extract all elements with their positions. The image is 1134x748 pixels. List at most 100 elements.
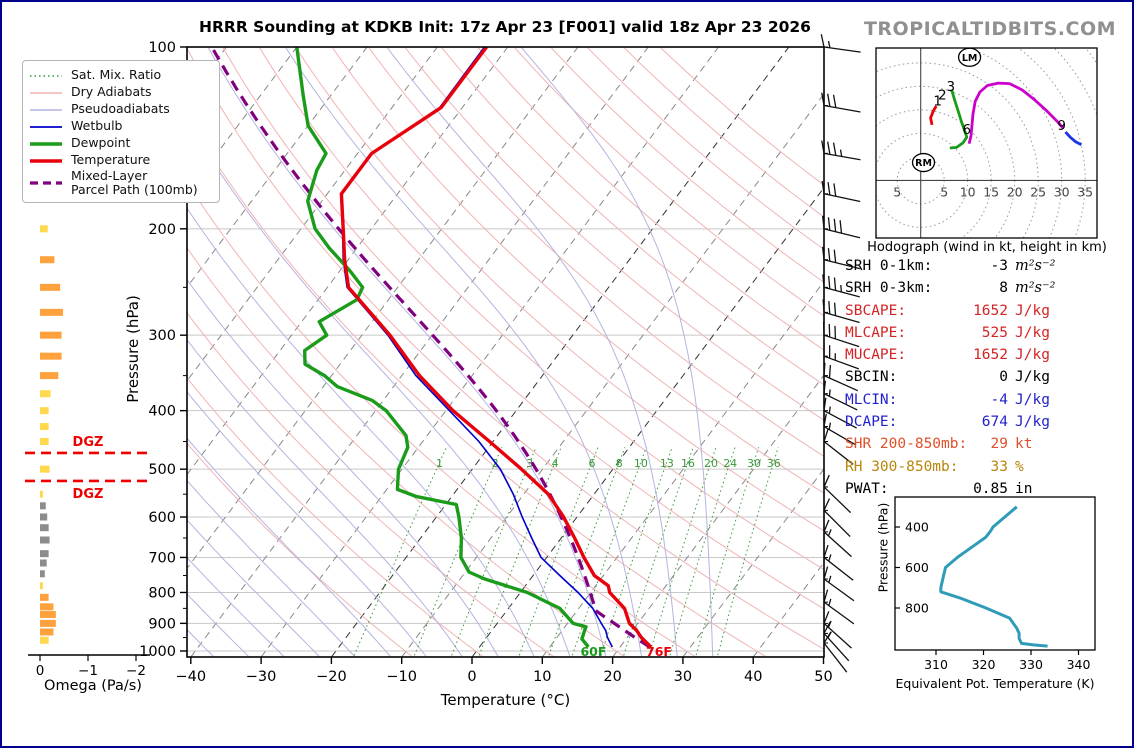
svg-text:500: 500 <box>148 462 176 478</box>
stat-unit: J/kg <box>1015 414 1050 431</box>
omega-bar <box>40 372 59 380</box>
stat-value: -4 <box>990 391 1008 408</box>
stat-row-rh-300-850mb-: RH 300-850mb: 33% <box>845 459 1130 481</box>
svg-text:400: 400 <box>905 520 929 535</box>
svg-text:DGZ: DGZ <box>73 487 104 502</box>
legend-sample-dewpoint <box>30 141 62 146</box>
svg-text:−20: −20 <box>316 669 347 685</box>
omega-bar <box>40 465 50 473</box>
omega-bar <box>40 570 45 578</box>
wind-barbs <box>820 34 861 673</box>
thetae-line <box>939 505 1048 648</box>
legend-item-temperature: Temperature <box>29 152 213 169</box>
omega-bar <box>40 593 49 601</box>
legend-label: Dry Adiabats <box>71 84 152 100</box>
surface-labels: 60F 76F <box>580 644 672 659</box>
stat-label: MLCAPE: <box>845 324 907 341</box>
stat-label: MUCAPE: <box>845 347 907 364</box>
svg-text:−1: −1 <box>78 663 98 679</box>
stat-row-srh-0-3km-: SRH 0-3km: 8 m²s⁻² <box>845 280 1130 302</box>
omega-bar <box>40 502 46 510</box>
svg-text:25: 25 <box>1030 184 1046 199</box>
svg-text:20: 20 <box>704 457 718 470</box>
hodo-trace-1-3km <box>949 89 969 150</box>
parcel-path-line <box>210 47 651 649</box>
svg-text:3: 3 <box>946 79 955 95</box>
svg-text:50: 50 <box>814 669 832 685</box>
svg-text:10: 10 <box>634 457 648 470</box>
temperature-axis-label: Temperature (°C) <box>440 691 571 709</box>
temperature-line <box>339 47 653 649</box>
legend-sample-mixratio <box>30 74 62 77</box>
svg-text:76F: 76F <box>646 644 672 659</box>
hodograph-caption: Hodograph (wind in kt, height in km) <box>867 240 1107 255</box>
omega-bar <box>40 283 61 291</box>
legend-label: Temperature <box>71 152 151 168</box>
stat-unit: J/kg <box>1015 324 1050 341</box>
svg-text:5: 5 <box>893 184 901 199</box>
legend-item-dewpoint: Dewpoint <box>29 135 213 152</box>
svg-text:15: 15 <box>983 184 999 199</box>
legend-item-dryadiabat: Dry Adiabats <box>29 84 213 101</box>
svg-text:30: 30 <box>1054 184 1070 199</box>
hodograph-frame <box>875 47 1098 239</box>
omega-bar <box>40 524 49 532</box>
svg-text:30: 30 <box>674 669 692 685</box>
stats-panel: SRH 0-1km: -3 m²s⁻² SRH 0-3km: 8 m²s⁻² SBCAPE:… <box>845 258 1130 503</box>
omega-bar <box>40 636 49 644</box>
watermark: TROPICALTIDBITS.COM <box>863 18 1117 40</box>
stat-unit: % <box>1015 458 1024 475</box>
omega-bar <box>40 536 50 544</box>
omega-bar <box>40 352 62 360</box>
stat-label: SRH 0-3km: <box>845 280 933 297</box>
svg-text:330: 330 <box>1019 657 1043 672</box>
legend-label: Wetbulb <box>71 118 123 134</box>
legend-item-parcel: Mixed-Layer Parcel Path (100mb) <box>29 168 213 198</box>
hodo-trace-0-1km <box>929 105 938 126</box>
stat-row-shr-200-850mb-: SHR 200-850mb: 29 kt <box>845 436 1130 458</box>
svg-text:310: 310 <box>924 657 948 672</box>
omega-bar <box>40 423 49 431</box>
svg-text:9: 9 <box>1057 118 1066 134</box>
svg-text:300: 300 <box>148 328 176 344</box>
stat-unit: in <box>1015 480 1033 497</box>
omega-bar <box>40 513 48 521</box>
svg-text:LM: LM <box>962 53 978 64</box>
stat-row-srh-0-1km-: SRH 0-1km: -3 m²s⁻² <box>845 258 1130 280</box>
stat-label: RH 300-850mb: <box>845 458 959 475</box>
dewpoint-line <box>295 47 590 649</box>
svg-text:30: 30 <box>747 457 761 470</box>
svg-text:10: 10 <box>533 669 551 685</box>
svg-text:6: 6 <box>962 122 971 138</box>
stat-label: PWAT: <box>845 480 889 497</box>
legend-item-pseudo: Pseudoadiabats <box>29 101 213 118</box>
omega-bar <box>40 390 51 398</box>
svg-text:40: 40 <box>744 669 762 685</box>
svg-text:200: 200 <box>148 222 176 238</box>
omega-bar <box>40 407 49 415</box>
hodo-marker-RM <box>911 152 936 173</box>
legend-item-mixratio: Sat. Mix. Ratio <box>29 67 213 84</box>
svg-text:6: 6 <box>589 457 596 470</box>
stat-row-sbcin-: SBCIN: 0 J/kg <box>845 369 1130 391</box>
omega-bar <box>40 550 49 558</box>
stat-unit: m²s⁻² <box>1015 280 1056 297</box>
stat-value: -3 <box>990 258 1008 274</box>
stat-label: SHR 200-850mb: <box>845 436 968 453</box>
svg-text:1: 1 <box>436 457 443 470</box>
stat-row-pwat-: PWAT: 0.85 in <box>845 481 1130 503</box>
omega-bar <box>40 603 54 611</box>
pressure-axis-label: Pressure (hPa) <box>124 295 142 403</box>
svg-text:−2: −2 <box>126 663 146 679</box>
omega-bar <box>40 559 47 567</box>
skewt-legend: Sat. Mix. Ratio Dry Adiabats Pseudoadiabat… <box>22 60 220 203</box>
stat-unit: kt <box>1015 436 1033 453</box>
mixing-ratio-lines: 1 2 3 4 6 8 10 13 16 20 24 30 36 <box>352 447 781 657</box>
svg-text:16: 16 <box>681 457 695 470</box>
svg-text:1000: 1000 <box>139 644 176 660</box>
legend-label: Dewpoint <box>71 135 131 151</box>
stat-row-sbcape-: SBCAPE: 1652 J/kg <box>845 303 1130 325</box>
legend-sample-parcel <box>30 181 62 185</box>
thetae-xlabel: Equivalent Pot. Temperature (K) <box>895 676 1095 691</box>
